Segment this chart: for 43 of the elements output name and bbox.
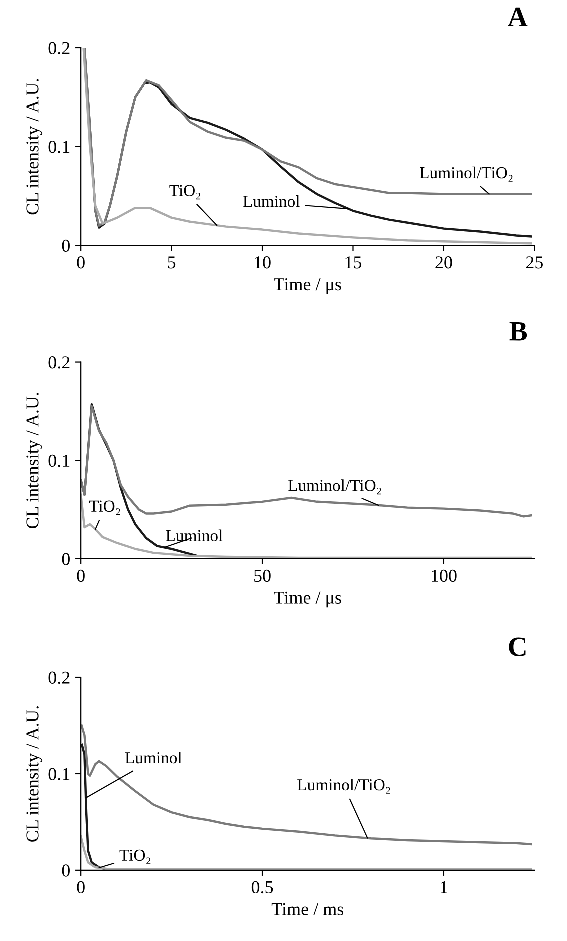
series-label: Luminol/TiO₂ [288, 480, 382, 495]
x-tick-label: 0.5 [252, 881, 274, 894]
x-tick-label: 100 [432, 570, 457, 582]
y-tick-label: 0.1 [48, 768, 70, 780]
series-label: Luminol [243, 196, 300, 208]
y-tick-label: 0.2 [48, 356, 70, 369]
series-label: TiO₂ [120, 850, 151, 864]
x-tick-label: 0 [77, 881, 85, 894]
line-series [81, 836, 532, 870]
x-tick-label: 10 [255, 256, 271, 269]
y-tick-label: 0.2 [48, 672, 70, 684]
y-tick-label: 0 [62, 553, 70, 566]
series-label: TiO₂ [89, 500, 120, 516]
x-tick-label: 15 [346, 256, 362, 269]
series-label: Luminol [166, 530, 223, 542]
chart-title: B [510, 322, 528, 341]
y-tick-label: 0 [62, 864, 70, 877]
y-axis-title: CL intensity / A.U. [26, 706, 43, 842]
chart-title: A [508, 8, 528, 26]
line-series [81, 405, 532, 518]
x-tick-label: 0 [77, 570, 85, 582]
y-axis-title: CL intensity / A.U. [26, 393, 43, 529]
x-tick-label: 5 [168, 256, 176, 269]
x-tick-label: 0 [77, 256, 85, 269]
y-tick-label: 0.1 [48, 141, 70, 154]
y-axis-title: CL intensity / A.U. [26, 79, 43, 215]
x-tick-label: 25 [526, 256, 544, 269]
line-series [81, 724, 532, 846]
text: Luminol [125, 752, 182, 764]
y-tick-label: 0.1 [48, 454, 70, 468]
y-tick-label: 0 [62, 240, 70, 252]
x-tick-label: 20 [436, 256, 452, 269]
x-tick-label: 50 [254, 570, 271, 582]
text: Luminol/TiO₂ [298, 778, 390, 794]
series-label: Luminol/TiO₂ [420, 166, 513, 182]
x-axis-title: Time / μs [274, 592, 342, 608]
x-axis-title: Time / μs [274, 278, 342, 294]
x-axis-title: Time / ms [272, 903, 344, 916]
line-series [81, 494, 532, 559]
series-label: TiO₂ [170, 185, 201, 200]
y-tick-label: 0.2 [48, 42, 70, 55]
chart-title: C [509, 638, 526, 656]
x-tick-label: 1 [441, 881, 448, 894]
